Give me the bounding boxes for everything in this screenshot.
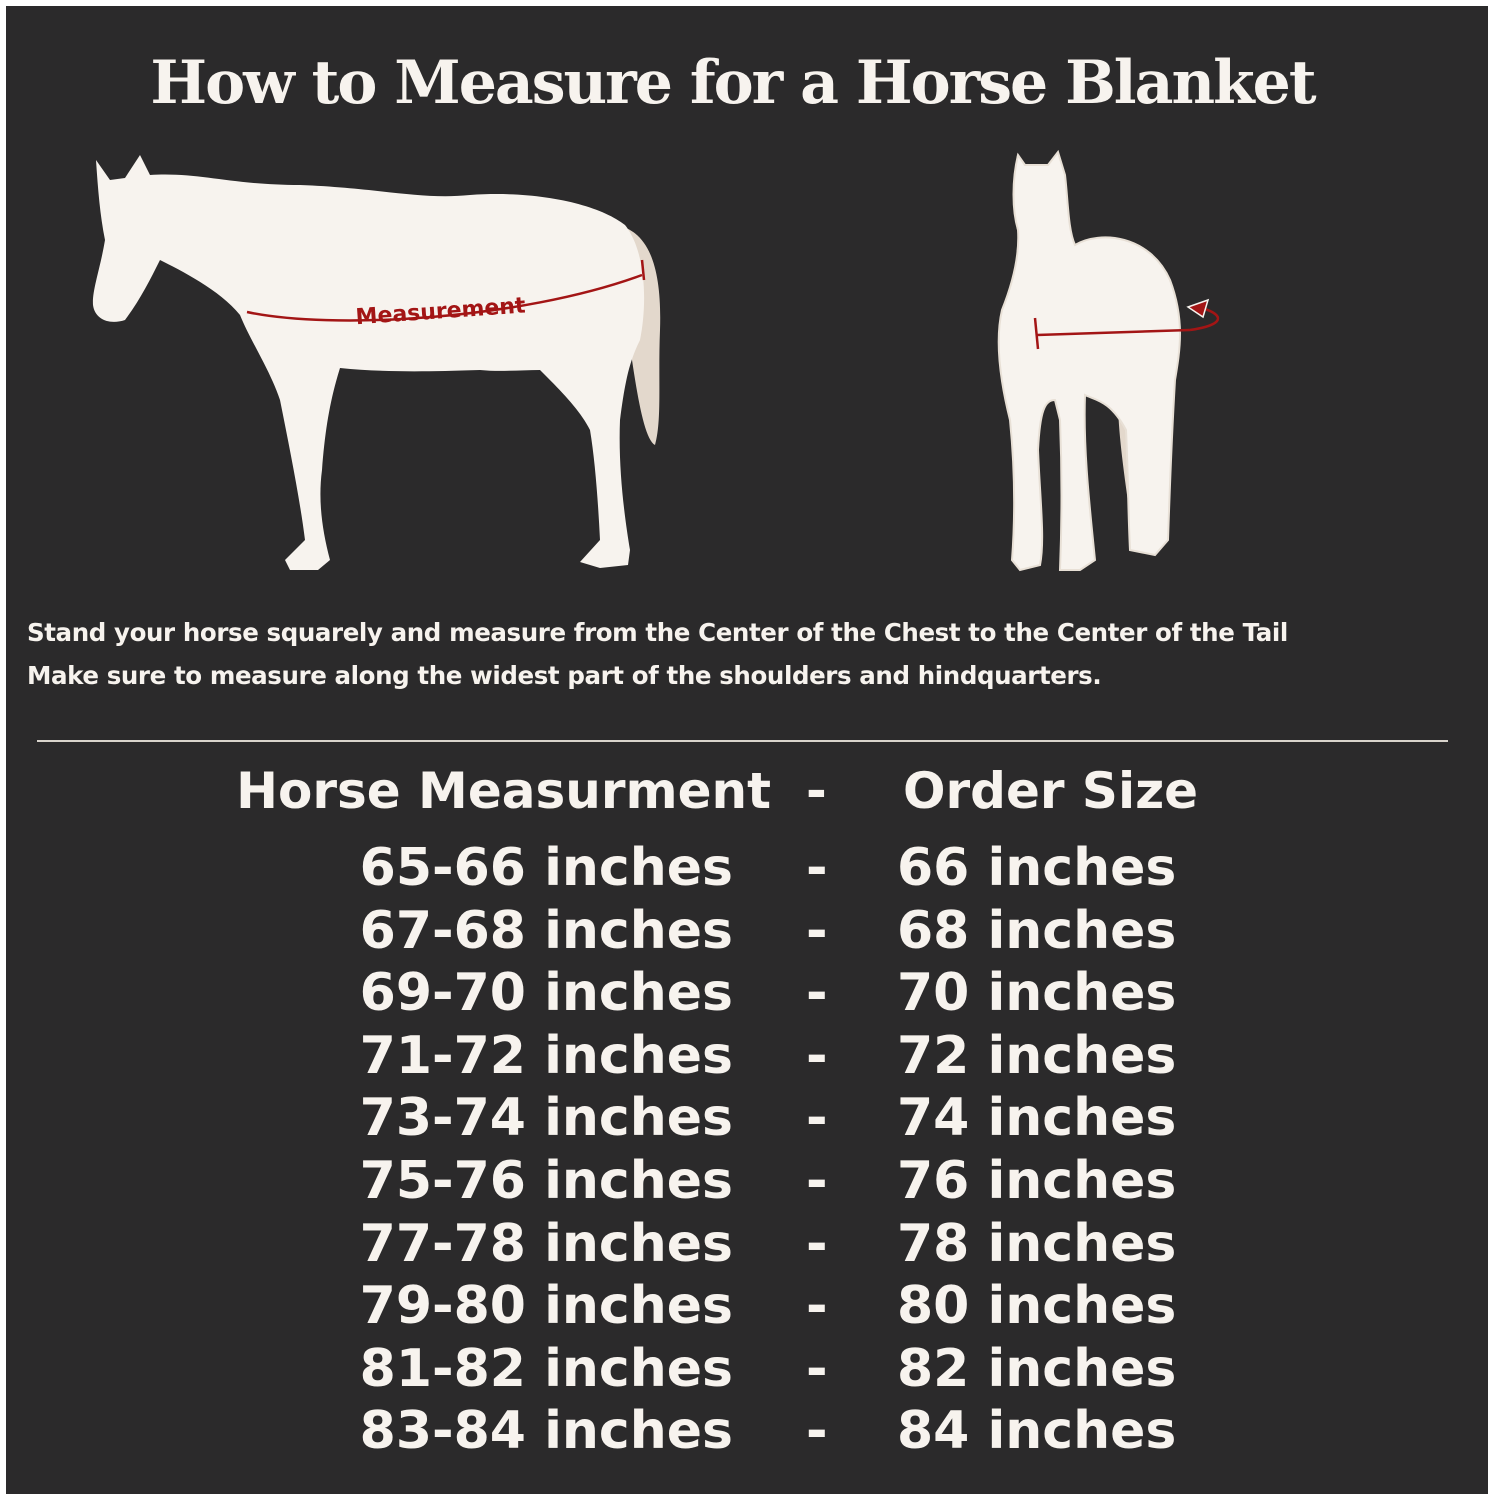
- front-view-horse: [997, 149, 1220, 572]
- row-measurement: 75-76 inches: [359, 1151, 733, 1211]
- row-separator: -: [806, 1151, 828, 1211]
- row-order-size: 82 inches: [897, 1338, 1177, 1399]
- row-separator: -: [806, 963, 828, 1024]
- front-measurement-line: [1036, 328, 1191, 337]
- table-row: 71-72 inches - 72 inches: [0, 1026, 1491, 1088]
- row-separator: -: [806, 900, 828, 961]
- row-measurement: 77-78 inches: [359, 1213, 733, 1274]
- header-separator: -: [806, 762, 827, 820]
- row-order-size: 70 inches: [897, 963, 1177, 1024]
- table-row: 83-84 inches - 84 inches: [0, 1401, 1491, 1463]
- table-row: 73-74 inches - 74 inches: [0, 1088, 1491, 1150]
- header-order-size: Order Size: [903, 762, 1199, 820]
- chest-marker: [1033, 317, 1040, 350]
- row-separator: -: [806, 838, 828, 898]
- table-row: 75-76 inches - 76 inches: [0, 1151, 1491, 1213]
- divider: [37, 740, 1448, 742]
- wrap-arrow-icon: [1189, 306, 1220, 332]
- row-separator: -: [806, 1088, 828, 1149]
- row-measurement: 69-70 inches: [359, 963, 733, 1024]
- table-row: 67-68 inches - 68 inches: [0, 901, 1491, 963]
- table-row: 69-70 inches - 70 inches: [0, 963, 1491, 1025]
- front-horse-body: [997, 149, 1181, 572]
- row-measurement: 73-74 inches: [359, 1088, 733, 1149]
- side-view-horse: Measurement: [92, 155, 661, 570]
- row-separator: -: [806, 1401, 828, 1462]
- row-measurement: 67-68 inches: [359, 900, 733, 961]
- row-measurement: 71-72 inches: [359, 1025, 733, 1086]
- measurement-line: [246, 273, 643, 322]
- row-separator: -: [806, 1338, 828, 1399]
- row-order-size: 80 inches: [897, 1276, 1177, 1337]
- row-order-size: 84 inches: [897, 1401, 1177, 1462]
- table-header: Horse Measurment - Order Size: [0, 762, 1491, 824]
- instruction-line-1: Stand your horse squarely and measure fr…: [27, 618, 1288, 647]
- side-horse-body: [92, 155, 645, 570]
- row-separator: -: [806, 1025, 828, 1086]
- row-measurement: 83-84 inches: [359, 1401, 733, 1462]
- row-order-size: 74 inches: [897, 1088, 1177, 1149]
- row-measurement: 65-66 inches: [359, 838, 733, 898]
- table-row: 65-66 inches - 66 inches: [0, 838, 1491, 900]
- arrow-head-icon: [1186, 298, 1210, 319]
- table-row: 77-78 inches - 78 inches: [0, 1214, 1491, 1276]
- instruction-line-2: Make sure to measure along the widest pa…: [27, 661, 1102, 690]
- row-order-size: 78 inches: [897, 1213, 1177, 1274]
- row-separator: -: [806, 1276, 828, 1337]
- table-row: 79-80 inches - 80 inches: [0, 1276, 1491, 1338]
- row-order-size: 66 inches: [897, 838, 1177, 898]
- horse-diagrams: Measurement: [92, 149, 1220, 572]
- header-measurement: Horse Measurment: [236, 762, 771, 820]
- table-row: 81-82 inches - 82 inches: [0, 1339, 1491, 1401]
- row-order-size: 76 inches: [897, 1151, 1177, 1211]
- measurement-line-end: [640, 259, 646, 281]
- page-title: How to Measure for a Horse Blanket: [150, 48, 1316, 118]
- row-separator: -: [806, 1213, 828, 1274]
- row-order-size: 68 inches: [897, 900, 1177, 961]
- row-order-size: 72 inches: [897, 1025, 1177, 1086]
- row-measurement: 79-80 inches: [359, 1276, 733, 1337]
- row-measurement: 81-82 inches: [359, 1338, 733, 1399]
